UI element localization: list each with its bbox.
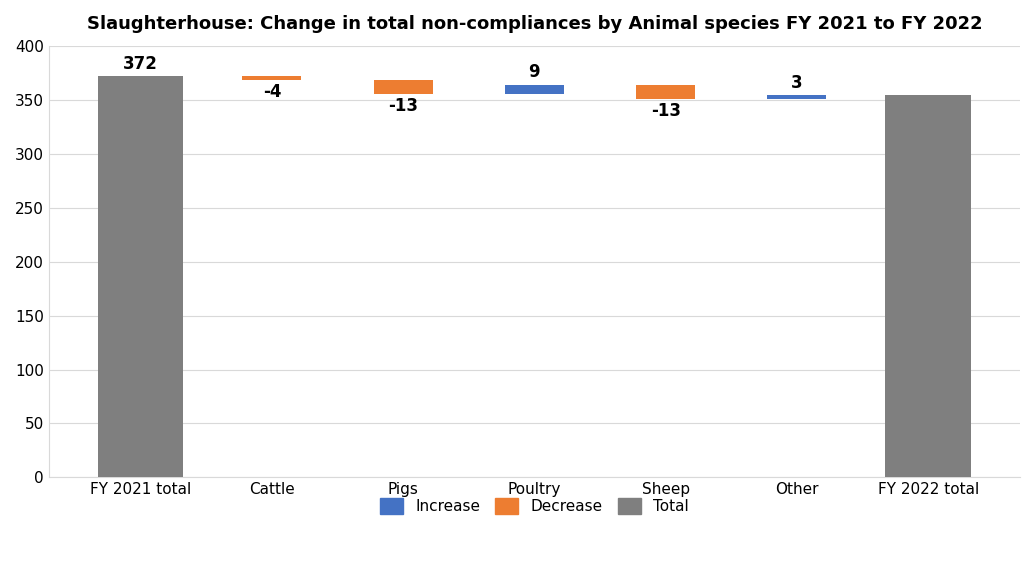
Bar bbox=[98, 76, 183, 478]
Bar bbox=[242, 76, 301, 80]
Bar bbox=[886, 96, 971, 478]
Bar bbox=[637, 85, 696, 98]
Title: Slaughterhouse: Change in total non-compliances by Animal species FY 2021 to FY : Slaughterhouse: Change in total non-comp… bbox=[87, 15, 982, 33]
Text: 372: 372 bbox=[123, 55, 158, 73]
Text: -13: -13 bbox=[651, 102, 681, 120]
Bar bbox=[505, 85, 564, 94]
Text: -13: -13 bbox=[388, 97, 418, 116]
Bar bbox=[374, 80, 433, 94]
Text: 3: 3 bbox=[791, 74, 803, 92]
Text: -4: -4 bbox=[263, 84, 282, 101]
Bar bbox=[767, 96, 826, 98]
Text: 9: 9 bbox=[529, 63, 540, 81]
Legend: Increase, Decrease, Total: Increase, Decrease, Total bbox=[373, 490, 697, 522]
